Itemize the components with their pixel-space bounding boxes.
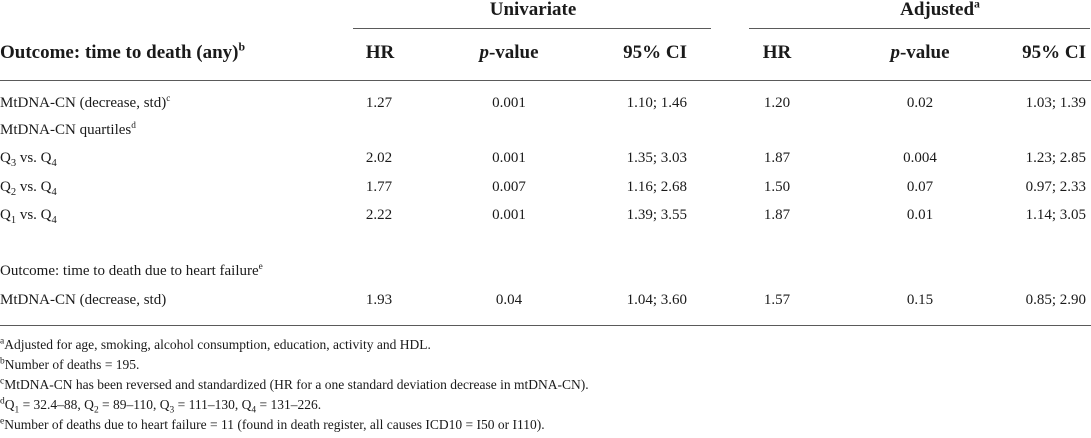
cell-pvalue-univariate: 0.007 [492,179,526,195]
table-bottom-rule [0,325,1091,326]
column-header-hr-adjusted: HR [762,42,792,63]
cell-pvalue-adjusted: 0.15 [906,292,934,308]
cell-ci-univariate: 1.04; 3.60 [626,292,687,308]
column-header-outcome: Outcome: time to death (any)b [0,40,246,63]
footnote-c: cMtDNA-CN has been reversed and standard… [0,376,589,392]
cell-pvalue-univariate: 0.001 [492,150,526,166]
cell-pvalue-adjusted: 0.07 [906,179,934,195]
cell-pvalue-adjusted: 0.02 [906,95,934,111]
column-header-pvalue-univariate: p-value [479,42,539,63]
cell-hr-adjusted: 1.20 [763,95,791,111]
row-label-quartiles: MtDNA-CN quartilesd [0,121,136,138]
cell-ci-adjusted: 1.03; 1.39 [1025,95,1086,111]
cell-ci-adjusted: 1.23; 2.85 [1025,150,1086,166]
cell-hr-adjusted: 1.87 [763,207,791,223]
row-label: Q3 vs. Q4 [0,150,57,169]
cell-ci-adjusted: 0.97; 2.33 [1025,179,1086,195]
cell-hr-univariate: 1.77 [365,179,393,195]
group-rule-adjusted [749,28,1090,29]
footnote-b: bNumber of deaths = 195. [0,356,140,372]
group-header-univariate: Univariate [489,0,577,20]
cell-hr-univariate: 2.22 [365,207,393,223]
cell-ci-adjusted: 1.14; 3.05 [1025,207,1086,223]
row-label: Q2 vs. Q4 [0,179,57,198]
cell-pvalue-univariate: 0.001 [492,207,526,223]
cell-pvalue-univariate: 0.04 [495,292,523,308]
footnote-e: eNumber of deaths due to heart failure =… [0,416,545,432]
cell-hr-univariate: 1.93 [365,292,393,308]
cell-hr-univariate: 1.27 [365,95,393,111]
cell-hr-adjusted: 1.87 [763,150,791,166]
cell-hr-adjusted: 1.57 [763,292,791,308]
row-label: MtDNA-CN (decrease, std) [0,292,167,308]
cell-hr-univariate: 2.02 [365,150,393,166]
column-header-ci-adjusted: 95% CI [1022,42,1086,63]
cell-ci-adjusted: 0.85; 2.90 [1025,292,1086,308]
cell-pvalue-univariate: 0.001 [492,95,526,111]
column-header-ci-univariate: 95% CI [623,42,687,63]
column-header-hr-univariate: HR [365,42,395,63]
cell-pvalue-adjusted: 0.004 [903,150,937,166]
row-label: Q1 vs. Q4 [0,207,57,226]
column-header-pvalue-adjusted: p-value [890,42,950,63]
footnote-d: dQ1 = 32.4–88, Q2 = 89–110, Q3 = 111–130… [0,396,322,416]
row-label: MtDNA-CN (decrease, std)c [0,94,171,111]
cell-ci-univariate: 1.35; 3.03 [626,150,687,166]
cell-ci-univariate: 1.10; 1.46 [626,95,687,111]
cell-pvalue-adjusted: 0.01 [906,207,934,223]
header-rule [0,80,1091,81]
row-label-heart-failure: Outcome: time to death due to heart fail… [0,262,263,279]
group-rule-univariate [353,28,711,29]
cell-ci-univariate: 1.16; 2.68 [626,179,687,195]
footnote-a: aAdjusted for age, smoking, alcohol cons… [0,336,431,352]
cell-ci-univariate: 1.39; 3.55 [626,207,687,223]
cell-hr-adjusted: 1.50 [763,179,791,195]
group-header-adjusted: Adjusteda [900,0,980,20]
